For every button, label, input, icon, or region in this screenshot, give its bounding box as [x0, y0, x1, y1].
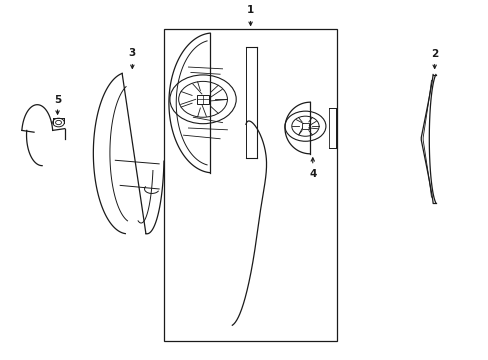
Text: 4: 4: [308, 169, 316, 179]
Text: 1: 1: [246, 5, 254, 15]
Text: 3: 3: [128, 48, 136, 58]
Text: 2: 2: [430, 49, 437, 59]
Bar: [163, 30, 336, 341]
Bar: [301, 123, 309, 129]
Text: 5: 5: [54, 95, 61, 105]
Bar: [197, 95, 209, 104]
